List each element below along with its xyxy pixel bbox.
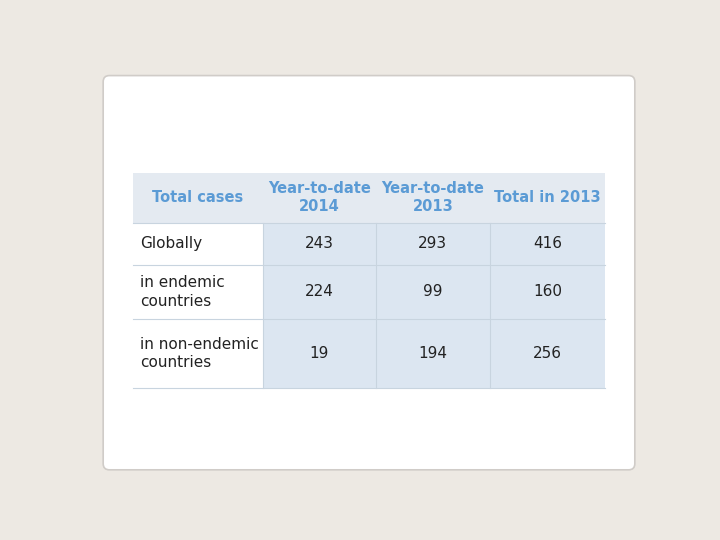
Text: in non-endemic
countries: in non-endemic countries (140, 337, 259, 370)
Bar (490, 319, 606, 388)
Text: 194: 194 (418, 346, 447, 361)
Bar (132, 265, 263, 319)
Text: Total in 2013: Total in 2013 (494, 190, 600, 205)
Text: Globally: Globally (140, 237, 202, 251)
Bar (132, 173, 606, 222)
Bar (490, 222, 606, 265)
Bar (490, 265, 606, 319)
FancyBboxPatch shape (103, 76, 635, 470)
Text: 99: 99 (423, 285, 443, 300)
Bar (263, 265, 376, 319)
Text: 224: 224 (305, 285, 334, 300)
Text: 243: 243 (305, 237, 334, 251)
Bar (132, 222, 263, 265)
Text: Year-to-date
2013: Year-to-date 2013 (382, 181, 485, 214)
Bar (376, 222, 490, 265)
Bar (376, 265, 490, 319)
Text: Total cases: Total cases (152, 190, 243, 205)
Bar (263, 222, 376, 265)
Text: 160: 160 (533, 285, 562, 300)
Bar (376, 319, 490, 388)
Bar (263, 319, 376, 388)
Text: 293: 293 (418, 237, 447, 251)
Bar (132, 319, 263, 388)
Text: Year-to-date
2014: Year-to-date 2014 (268, 181, 371, 214)
Text: in endemic
countries: in endemic countries (140, 275, 225, 309)
Text: 19: 19 (310, 346, 329, 361)
Text: 416: 416 (533, 237, 562, 251)
Text: 256: 256 (533, 346, 562, 361)
